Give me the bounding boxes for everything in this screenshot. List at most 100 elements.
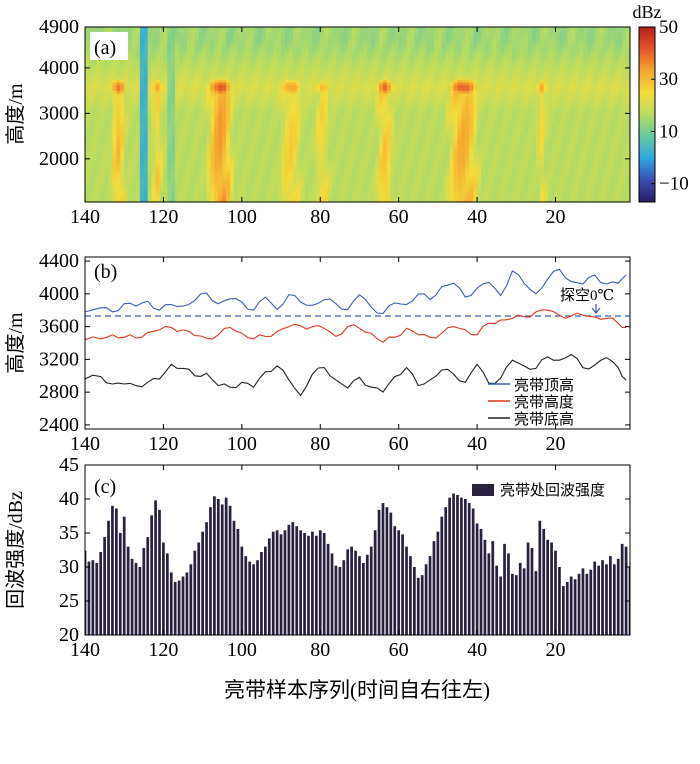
heatmap-cell [128,52,133,56]
heatmap-cell [359,131,364,135]
heatmap-cell [198,38,204,42]
heatmap-cell [359,142,364,146]
heatmap-cell [135,199,141,202]
heatmap-cell [139,163,145,168]
heatmap-cell [335,139,341,143]
heatmap-cell [151,144,157,149]
heatmap-cell [143,172,149,176]
heatmap-cell [281,161,286,165]
heatmap-cell [351,79,357,83]
heatmap-cell [186,196,192,200]
heatmap-cell [288,131,294,135]
heatmap-cell [281,180,286,184]
heatmap-cell [167,87,172,91]
heatmap-cell [167,193,172,198]
heatmap-cell [273,52,278,56]
heatmap-cell [202,166,208,170]
heatmap-cell [328,142,333,146]
heatmap-cell [194,131,200,135]
heatmap-cell [159,73,165,78]
heatmap-cell [288,49,294,53]
heatmap-cell [218,199,223,202]
heatmap-cell [237,158,243,162]
heatmap-cell [167,92,172,97]
heatmap-cell [230,150,235,154]
heatmap-cell [155,90,161,94]
heatmap-cell [171,182,176,187]
heatmap-cell [367,120,372,124]
heatmap-cell [88,117,94,121]
heatmap-cell [269,65,274,69]
heatmap-cell [108,62,114,67]
heatmap-cell [218,147,223,151]
heatmap-cell [237,169,243,173]
heatmap-cell [249,150,255,154]
heatmap-cell [190,114,196,119]
heatmap-cell [261,128,266,132]
heatmap-cell [163,161,168,165]
heatmap-cell [241,158,247,162]
heatmap-cell [281,196,286,200]
heatmap-cell [226,103,231,108]
heatmap-cell [359,68,364,72]
heatmap-cell [355,180,361,184]
heatmap-cell [375,161,380,165]
heatmap-cell [304,133,310,138]
heatmap-cell [273,158,278,162]
heatmap-cell [316,185,321,189]
heatmap-cell [163,87,168,91]
heatmap-cell [175,128,180,132]
heatmap-cell [324,54,329,59]
heatmap-cell [277,169,282,173]
heatmap-cell [151,32,157,37]
heatmap-cell [328,87,333,91]
heatmap-cell [312,177,317,181]
heatmap-cell [108,117,114,121]
heatmap-cell [261,169,266,173]
heatmap-cell [230,52,235,56]
heatmap-cell [143,169,149,173]
heatmap-cell [249,73,255,78]
heatmap-cell [183,147,188,151]
heatmap-cell [347,82,353,86]
heatmap-cell [288,54,294,59]
heatmap-cell [379,199,384,202]
heatmap-cell [355,73,361,78]
heatmap-cell [135,133,141,138]
heatmap-cell [128,84,133,89]
heatmap-cell [210,144,215,149]
heatmap-cell [155,27,161,31]
heatmap-cell [92,106,98,110]
heatmap-cell [85,82,90,86]
heatmap-cell [230,125,235,129]
heatmap-cell [183,177,188,181]
heatmap-cell [233,32,239,37]
heatmap-cell [257,43,263,48]
heatmap-cell [269,166,274,170]
heatmap-cell [355,163,361,168]
heatmap-cell [198,139,204,143]
heatmap-cell [375,191,380,195]
heatmap-cell [281,98,286,102]
heatmap-cell [143,32,149,37]
heatmap-cell [100,65,106,69]
heatmap-cell [171,65,176,69]
heatmap-cell [194,158,200,162]
heatmap-cell [335,62,341,67]
heatmap-cell [139,27,145,31]
heatmap-cell [296,76,302,80]
heatmap-cell [214,103,219,108]
heatmap-cell [108,139,114,143]
heatmap-cell [249,27,255,29]
heatmap-cell [116,147,121,151]
heatmap-cell [249,92,255,97]
heatmap-cell [281,117,286,121]
heatmap-cell [257,41,263,45]
heatmap-cell [96,65,102,69]
heatmap-cell [167,90,172,94]
heatmap-cell [214,193,219,198]
heatmap-cell [355,158,361,162]
heatmap-cell [355,30,361,34]
heatmap-cell [214,199,219,202]
heatmap-cell [245,46,251,50]
